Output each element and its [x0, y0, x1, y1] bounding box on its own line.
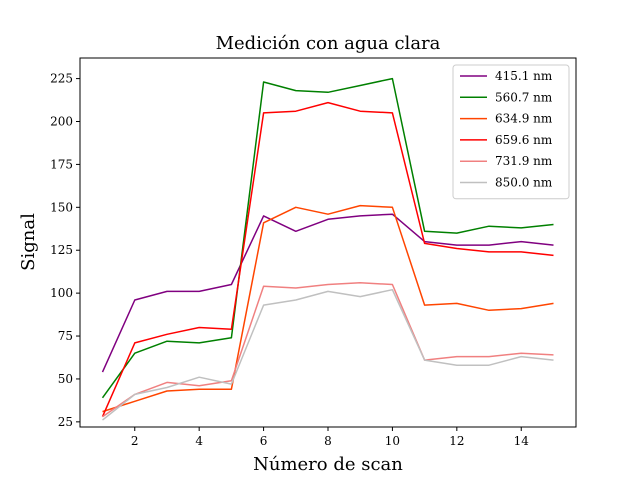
y-tick-label: 100	[50, 286, 73, 300]
legend-box	[452, 64, 570, 200]
x-tick-label: 4	[195, 434, 203, 448]
y-tick-label: 225	[50, 72, 73, 86]
y-tick-label: 25	[58, 415, 73, 429]
y-tick-label: 125	[50, 243, 73, 257]
y-axis-label: Signal	[18, 213, 39, 271]
legend-entry: 560.7 nm	[495, 90, 553, 104]
series-line-1	[101, 77, 554, 399]
x-tick-label: 14	[514, 434, 530, 448]
x-tick-label: 10	[385, 434, 400, 448]
series-line-5	[102, 288, 554, 421]
y-tick-label: 75	[58, 329, 73, 343]
legend-entry: 850.0 nm	[495, 176, 553, 190]
series-line-4	[102, 282, 554, 418]
y-tick-label: 175	[50, 157, 73, 171]
series-line-2	[102, 204, 554, 413]
x-axis-label: Número de scan	[253, 454, 403, 475]
series-line-0	[101, 213, 554, 373]
x-tick-label: 8	[324, 434, 332, 448]
y-axis: 25 50 75 100 125 150 175 200 225	[50, 72, 80, 429]
x-tick-label: 12	[449, 434, 464, 448]
x-tick-label: 6	[260, 434, 268, 448]
y-tick-label: 200	[50, 115, 73, 129]
legend-entry: 634.9 nm	[495, 112, 553, 126]
y-tick-label: 50	[58, 372, 73, 386]
legend-entry: 415.1 nm	[495, 69, 553, 83]
x-tick-label: 2	[131, 434, 139, 448]
legend-entry: 731.9 nm	[495, 154, 553, 168]
series-layer	[101, 77, 554, 421]
series-line-3	[101, 101, 554, 418]
y-tick-label: 150	[50, 200, 73, 214]
legend-entry: 659.6 nm	[495, 133, 553, 147]
legend: 415.1 nm 560.7 nm 634.9 nm 659.6 nm 731.9 nm…	[452, 64, 570, 200]
x-axis: 2 4 6 8 10 12 14	[131, 427, 529, 448]
chart-title: Medición con agua clara	[216, 33, 441, 54]
